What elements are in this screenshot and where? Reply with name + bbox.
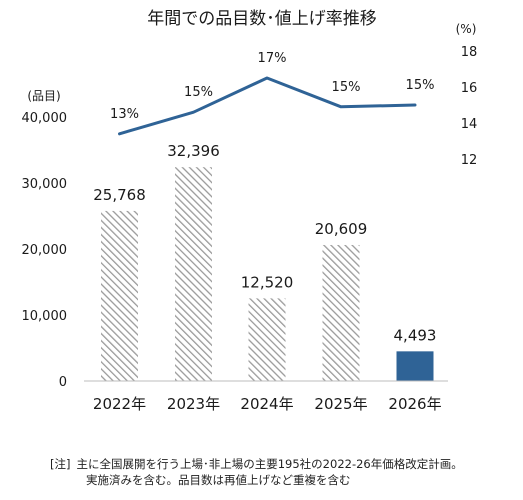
left-axis-unit: (品目) [27,89,60,103]
line-series-path [118,76,417,136]
left-axis-ticks: 0 10,000 20,000 30,000 40,000 [22,111,68,390]
left-tick-label: 40,000 [22,111,68,126]
line-value-label: 15% [184,85,213,100]
line-value-label: 13% [110,107,139,122]
bar-value-label: 20,609 [315,220,368,238]
category-label: 2026年 [388,395,441,413]
line-value-label: 17% [258,51,287,66]
bar [396,351,434,381]
left-tick-label: 10,000 [22,309,68,324]
line-value-label: 15% [332,80,361,95]
bar-value-labels: 25,768 32,396 12,520 20,609 4,493 [93,142,436,344]
right-tick-label: 12 [461,153,478,168]
category-label: 2023年 [167,395,220,413]
left-tick-label: 0 [59,375,67,390]
left-tick-label: 20,000 [22,243,68,258]
category-labels: 2022年 2023年 2024年 2025年 2026年 [93,395,442,413]
right-axis-unit: (%) [456,22,477,36]
right-axis-ticks: 12 14 16 18 [461,45,478,168]
bar [101,210,138,381]
category-label: 2025年 [314,395,367,413]
footnote: [注] 主に全国展開を行う上場･非上場の主要195社の2022-26年価格改定計画… [50,456,520,488]
right-tick-label: 16 [461,81,478,96]
bar [175,167,212,381]
line-value-labels: 13% 15% 17% 15% 15% [110,51,434,122]
category-label: 2024年 [240,395,293,413]
footnote-line-2: 実施済みを含む。品目数は再値上げなど重複を含む [86,473,351,487]
right-tick-label: 18 [461,45,478,60]
bar [248,298,286,381]
bar-value-label: 32,396 [167,142,220,160]
line-value-label: 15% [406,78,435,93]
bar-value-label: 4,493 [394,326,437,344]
category-label: 2022年 [93,395,146,413]
chart-title: 年間での品目数･値上げ率推移 [147,9,377,29]
bar-value-label: 25,768 [93,186,146,204]
bar-series [101,167,434,381]
footnote-text-1: 主に全国展開を行う上場･非上場の主要195社の2022-26年価格改定計画。 [76,457,463,471]
left-tick-label: 30,000 [22,177,68,192]
footnote-line-1: [注] 主に全国展開を行う上場･非上場の主要195社の2022-26年価格改定計画… [50,456,520,472]
right-tick-label: 14 [461,117,478,132]
bar-value-label: 12,520 [241,273,294,291]
footnote-mark: [注] [50,457,71,471]
bar [322,244,360,381]
line-series [118,76,417,136]
